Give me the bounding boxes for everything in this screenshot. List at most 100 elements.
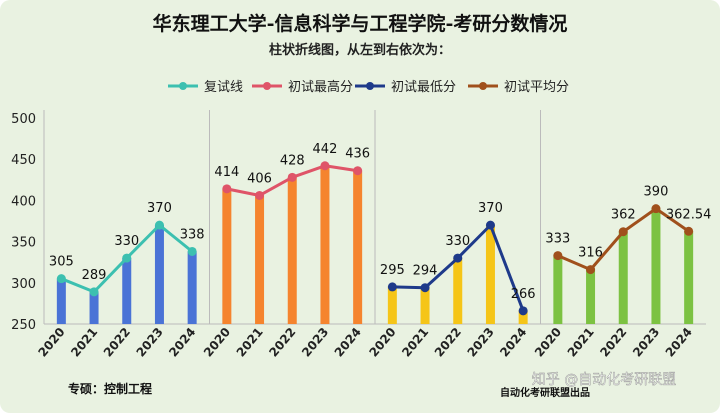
legend-marker <box>263 82 271 90</box>
data-label: 295 <box>380 263 405 278</box>
line-point <box>586 265 596 275</box>
x-tick-label: 2021 <box>234 325 266 360</box>
x-tick-label: 2024 <box>663 325 695 360</box>
line-point <box>651 204 661 214</box>
data-label: 390 <box>644 185 669 200</box>
bar <box>56 278 66 324</box>
legend-label: 复试线 <box>204 80 243 95</box>
data-label: 362 <box>611 208 636 223</box>
x-tick-label: 2020 <box>532 325 564 360</box>
data-label: 370 <box>147 201 172 216</box>
watermark: 知乎 @自动化考研联盟 <box>532 371 676 388</box>
line-point <box>618 227 628 237</box>
bar <box>255 195 265 324</box>
bar <box>154 225 164 324</box>
data-label: 333 <box>545 232 570 247</box>
data-label: 370 <box>478 201 503 216</box>
data-label: 442 <box>313 142 338 157</box>
legend-label: 初试最高分 <box>288 79 353 95</box>
legend-marker <box>366 82 374 90</box>
chart-title: 华东理工大学-信息科学与工程学院-考研分数情况 <box>153 12 568 35</box>
x-tick-label: 2024 <box>497 325 529 360</box>
x-tick-label: 2021 <box>399 325 431 360</box>
y-tick-label: 350 <box>11 236 36 251</box>
line-point <box>56 274 66 284</box>
bar <box>518 310 528 324</box>
bar <box>387 286 397 324</box>
y-axis: 250 300 350 400 450 500 <box>11 110 706 333</box>
line-point <box>420 283 430 293</box>
legend-marker <box>179 82 187 90</box>
data-label: 406 <box>247 171 272 186</box>
data-label: 414 <box>214 165 239 180</box>
x-tick-label: 2023 <box>134 325 166 360</box>
x-tick-label: 2024 <box>166 325 198 360</box>
x-tick-label: 2023 <box>299 325 331 360</box>
x-tick-label: 2023 <box>630 325 662 360</box>
line-point <box>320 161 330 171</box>
chart-subtitle: 柱状折线图，从左到右依次为： <box>269 42 451 58</box>
bar <box>485 225 495 324</box>
bar <box>89 291 99 324</box>
y-tick-label: 300 <box>11 277 36 292</box>
bar <box>453 258 463 324</box>
bar <box>586 269 596 324</box>
data-label: 289 <box>82 268 107 283</box>
x-tick-label: 2020 <box>366 325 398 360</box>
x-tick-label: 2022 <box>266 325 298 360</box>
line-point <box>453 253 463 263</box>
y-tick-label: 400 <box>11 194 36 209</box>
data-label: 362.54 <box>666 207 712 222</box>
legend: 复试线 初试最高分 初试最低分 初试平均分 <box>168 79 569 95</box>
bar <box>618 231 628 324</box>
data-label: 330 <box>114 234 139 249</box>
x-tick-label: 2024 <box>332 325 364 360</box>
data-label: 266 <box>511 287 536 302</box>
bar <box>353 170 363 324</box>
bar <box>553 255 563 324</box>
x-tick-label: 2022 <box>597 325 629 360</box>
x-tick-label: 2022 <box>101 325 133 360</box>
x-tick-label: 2023 <box>465 325 497 360</box>
line-point <box>255 190 265 200</box>
bar <box>651 208 661 324</box>
bar <box>420 287 430 324</box>
source-label: 自动化考研联盟出品 <box>500 386 590 399</box>
line-point <box>353 166 363 176</box>
x-tick-label: 2020 <box>35 325 67 360</box>
line-point <box>187 246 197 256</box>
data-label: 305 <box>49 255 74 270</box>
x-tick-label: 2021 <box>565 325 597 360</box>
legend-label: 初试平均分 <box>504 80 569 95</box>
line-point <box>553 251 563 261</box>
line-point <box>518 306 528 316</box>
x-tick-label: 2021 <box>68 325 100 360</box>
line-point <box>387 282 397 292</box>
bar <box>222 188 232 324</box>
x-tick-label: 2022 <box>432 325 464 360</box>
bar <box>287 177 297 324</box>
line-point <box>222 184 232 194</box>
data-label: 330 <box>445 234 470 249</box>
line-point <box>122 253 132 263</box>
y-tick-label: 250 <box>11 318 36 333</box>
line-point <box>684 226 694 236</box>
y-tick-label: 500 <box>11 112 36 127</box>
line-point <box>485 220 495 230</box>
data-label: 338 <box>180 227 205 242</box>
line-point <box>154 220 164 230</box>
bar <box>122 258 132 324</box>
y-tick-label: 450 <box>11 153 36 168</box>
data-label: 428 <box>280 153 305 168</box>
bar <box>320 165 330 324</box>
bar <box>684 231 694 324</box>
line-point <box>89 287 99 297</box>
bar <box>187 251 197 324</box>
data-label: 436 <box>345 147 370 162</box>
legend-marker <box>479 82 487 90</box>
major-label: 专硕：控制工程 <box>68 381 152 396</box>
legend-label: 初试最低分 <box>391 80 456 95</box>
